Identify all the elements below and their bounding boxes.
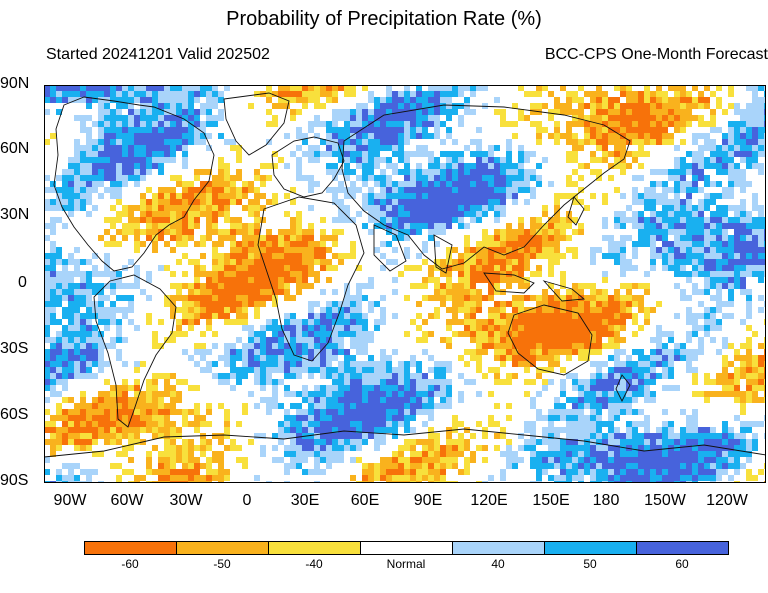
precipitation-map [44,85,766,483]
lon-label-60w: 60W [110,492,144,509]
lat-label-90s: 90S [0,472,29,489]
anomaly-field [44,85,766,483]
lat-label-60s: 60S [0,406,29,423]
lat-label-60n: 60N [0,140,30,157]
lon-label-120e: 120E [470,492,508,509]
colorbar-label-normal: Normal [386,557,426,571]
lat-label-90n: 90N [0,75,30,92]
lat-label-30s: 30S [0,340,29,357]
lon-label-90e: 90E [413,492,443,509]
map-frame [44,85,766,483]
colorbar-label-neg40: -40 [305,557,323,571]
colorbar-label-neg60: -60 [121,557,139,571]
lat-label-eq: 0 [18,274,27,291]
colorbar-swatch-60 [636,541,729,555]
lon-label-120w: 120W [706,492,748,509]
lon-label-30e: 30E [290,492,320,509]
colorbar-swatch-neg50 [176,541,269,555]
lon-label-90w: 90W [53,492,87,509]
colorbar-label-60: 60 [675,557,689,571]
colorbar-swatch-normal [360,541,453,555]
forecast-source: BCC-CPS One-Month Forecast [544,46,768,63]
lat-label-30n: 30N [0,206,30,223]
colorbar-swatch-neg40 [268,541,361,555]
lon-label-150e: 150E [532,492,570,509]
colorbar-swatch-neg60 [84,541,177,555]
colorbar-label-50: 50 [583,557,597,571]
lon-label-180: 180 [592,492,620,509]
lon-label-60e: 60E [350,492,380,509]
map-title: Probability of Precipitation Rate (%) [226,8,542,30]
colorbar-label-40: 40 [491,557,505,571]
coastlines [44,92,766,458]
lon-label-150w: 150W [644,492,686,509]
colorbar-label-neg50: -50 [213,557,231,571]
forecast-dates: Started 20241201 Valid 202502 [46,46,270,63]
lon-label-0: 0 [242,492,252,509]
lon-label-30w: 30W [169,492,203,509]
colorbar-swatch-50 [544,541,637,555]
colorbar-swatch-40 [452,541,545,555]
